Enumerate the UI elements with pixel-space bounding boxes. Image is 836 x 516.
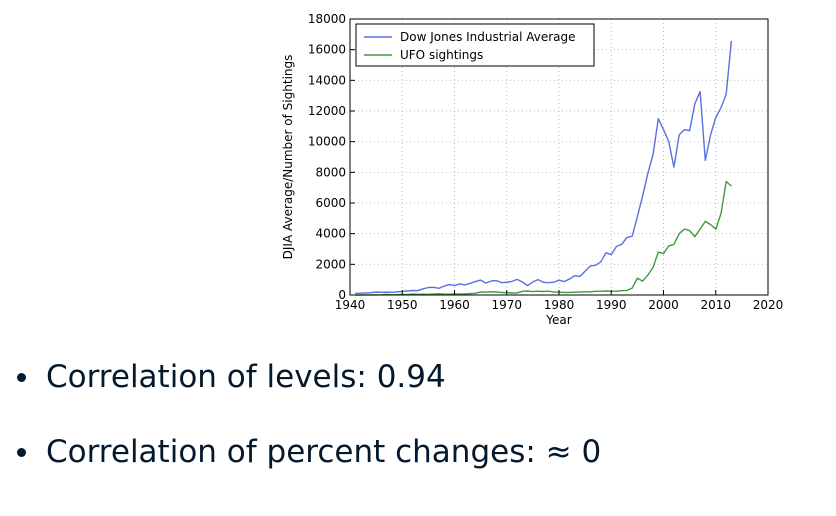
legend-label-dow-jones: Dow Jones Industrial Average [400,30,576,44]
x-tick-label: 1960 [439,298,470,312]
line-chart: 1940 1950 1960 1970 1980 1990 2000 2010 2020 0 200… [281,12,783,327]
y-tick-label: 4000 [315,227,346,241]
x-tick-label: 1950 [387,298,418,312]
bullet-correlation-percent-changes: Correlation of percent changes: ≈ 0 [12,433,601,471]
y-tick-label: 6000 [315,196,346,210]
y-tick-label: 2000 [315,257,346,271]
series-line-1 [355,180,732,296]
x-tick-label: 1970 [491,298,522,312]
bullet-dot-icon [17,448,26,457]
y-tick-label: 8000 [315,165,346,179]
x-tick-label: 2020 [753,298,784,312]
x-tick-label: 1940 [335,298,366,312]
y-tick-label: 14000 [308,73,346,87]
y-axis-label: DJIA Average/Number of Sightings [281,55,295,260]
y-tick-label: 12000 [308,104,346,118]
grid [350,19,768,295]
bullet-correlation-levels: Correlation of levels: 0.94 [12,358,601,396]
y-tick-label: 18000 [308,12,346,26]
y-tick-label: 10000 [308,135,346,149]
bullet-text: Correlation of levels: 0.94 [46,359,446,395]
y-tick-label: 16000 [308,43,346,57]
axis-ticks: 1940 1950 1960 1970 1980 1990 2000 2010 2020 0 200… [308,12,783,312]
x-axis-label: Year [545,313,571,327]
legend: Dow Jones Industrial Average UFO sightin… [355,23,595,67]
legend-label-ufo: UFO sightings [400,48,483,62]
bullet-list: Correlation of levels: 0.94 Correlation … [12,358,601,508]
x-tick-label: 1990 [596,298,627,312]
x-tick-label: 2010 [700,298,731,312]
x-tick-label: 2000 [648,298,679,312]
y-tick-label: 0 [338,288,346,302]
bullet-dot-icon [17,373,26,382]
x-tick-label: 1980 [544,298,575,312]
series-line-0 [355,40,733,294]
series-layer [355,40,733,296]
bullet-text: Correlation of percent changes: ≈ 0 [46,434,602,470]
legend-box [355,23,595,67]
